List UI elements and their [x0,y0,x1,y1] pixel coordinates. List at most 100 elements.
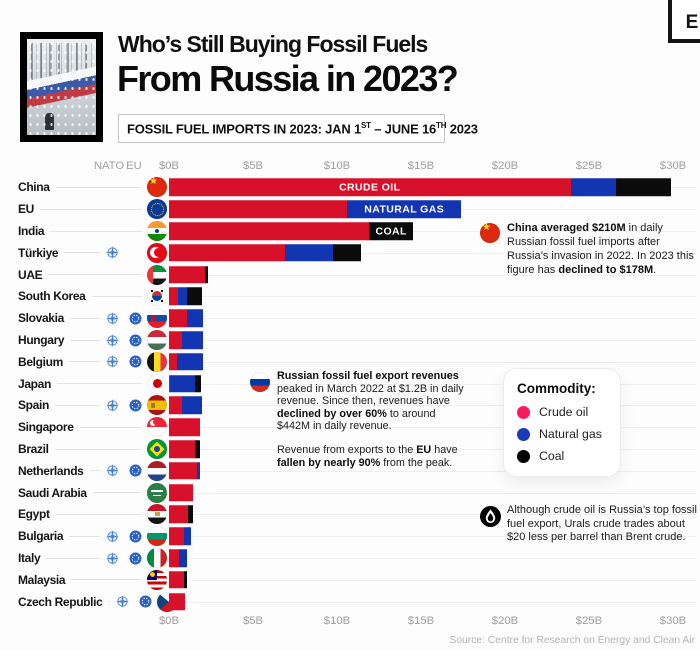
country-label: India [18,224,45,239]
flag-belgium-icon [147,351,167,372]
leader-line [55,186,142,188]
subtitle-sup-st: ST [361,121,371,130]
chart-row: Slovakia [0,307,700,329]
row-label-zone: Czech Republic [0,591,178,613]
bar-segment-crude [169,440,196,458]
bar-segment-crude [169,265,206,284]
bar-segment-crude: CRUDE OIL [169,178,571,197]
annotation-china: China averaged $210M in daily Russian fo… [480,221,698,277]
bar-segment-coal [615,178,672,197]
chart-row: Netherlands [0,460,700,482]
snow-overlay [27,39,96,135]
bar-segment-gas [178,287,187,306]
flag-malaysia-icon [147,569,167,590]
country-label: Netherlands [18,463,84,478]
source-credit: Source: Centre for Research on Energy an… [449,635,695,646]
stacked-bar: NATURAL GAS [169,200,462,219]
legend-title: Commodity: [517,381,596,396]
bar-segment-gas [186,309,204,328]
row-label-zone: EU [0,198,169,220]
row-gridline [169,601,696,603]
row-label-zone: Spain [0,395,169,417]
oil-drop-icon [480,506,501,532]
country-label: Slovakia [18,311,64,326]
subtitle-text: FOSSIL FUEL IMPORTS IN 2023: JAN 1 [127,121,361,137]
leader-line [48,274,142,276]
bar-segment-gas [179,549,188,567]
eu-member-icon [128,355,143,368]
stacked-bar [169,244,361,262]
leader-line [54,404,100,406]
bar-segment-crude [169,462,197,480]
bar-segment-coal [195,374,201,393]
row-label-zone: Egypt [0,504,169,526]
series-label: COAL [375,225,407,238]
column-header-nato: NATO [93,160,125,172]
stacked-bar [169,505,193,524]
flag-south-korea-icon [147,286,167,307]
axis-tick-label: $0B [158,160,180,172]
annotation-oil: Although crude oil is Russia’s top fossi… [480,504,698,545]
leader-line [39,208,142,210]
annotation-russia-paragraph-2: Revenue from exports to the EU have fall… [277,443,458,469]
axis-tick-label: $10B [323,160,351,172]
leader-line [79,426,142,428]
annotation-oil-text: Although crude oil is Russia’s top fossi… [507,504,697,544]
nato-member-icon [105,529,120,543]
country-label: Brazil [18,442,49,457]
row-gridline [169,383,696,385]
legend-label: Crude oil [539,405,589,419]
chart-row: UAE [0,264,700,286]
flag-eu-icon [147,199,167,220]
chart-row: India COAL [0,220,700,242]
leader-line [108,601,111,603]
legend-item: Natural gas [517,427,607,441]
leader-line [69,535,100,537]
bar-segment-crude [169,222,369,240]
chart-row: China CRUDE OIL [0,177,700,199]
russia-flag-icon [250,372,270,392]
row-label-zone: Italy [0,547,169,569]
subtitle-sup-th: TH [436,121,447,130]
legend-dot [517,427,530,441]
nato-member-icon [105,311,120,325]
row-gridline [169,252,696,254]
annotation-russia-paragraph-1: Russian fossil fuel export revenues peak… [277,370,464,433]
leader-line [92,492,142,494]
country-label: Japan [18,376,51,391]
bar-segment-crude [169,396,183,415]
flag-singapore-icon [147,417,167,438]
axis-tick-label: $25B [575,615,603,627]
row-label-zone: Singapore [0,416,169,438]
leader-line [89,470,100,472]
stacked-bar [169,571,187,589]
row-gridline [169,231,696,233]
eu-member-icon [128,399,143,412]
bar-segment-crude [169,353,177,371]
chart-row: Belgium [0,351,700,373]
china-flag-icon [480,223,500,243]
chart-row: Japan [0,373,700,395]
bar-segment-coal [184,571,187,589]
country-label: Italy [18,551,41,566]
bar-segment-crude [169,418,201,437]
stacked-bar [169,462,201,480]
nato-member-icon [105,355,120,369]
stacked-bar [169,331,204,349]
bar-segment-coal [195,440,201,458]
page-title-line2: From Russia in 2023? [117,58,459,99]
chart-row: Egypt [0,504,700,526]
stacked-bar: CRUDE OIL [169,178,672,197]
flag-italy-icon [147,548,167,569]
axis-tick-label: $15B [407,160,435,172]
flag-spain-icon [147,395,167,416]
stacked-bar [169,287,202,306]
bar-segment-crude [169,374,170,393]
country-label: UAE [18,267,43,282]
row-gridline [169,340,696,342]
subtitle-box: FOSSIL FUEL IMPORTS IN 2023: JAN 1ST – J… [118,114,478,144]
eu-member-icon [128,334,143,347]
bar-segment-coal [332,244,361,262]
chart-row: Malaysia [0,569,700,591]
legend-items: Crude oil Natural gas Coal [517,405,607,463]
